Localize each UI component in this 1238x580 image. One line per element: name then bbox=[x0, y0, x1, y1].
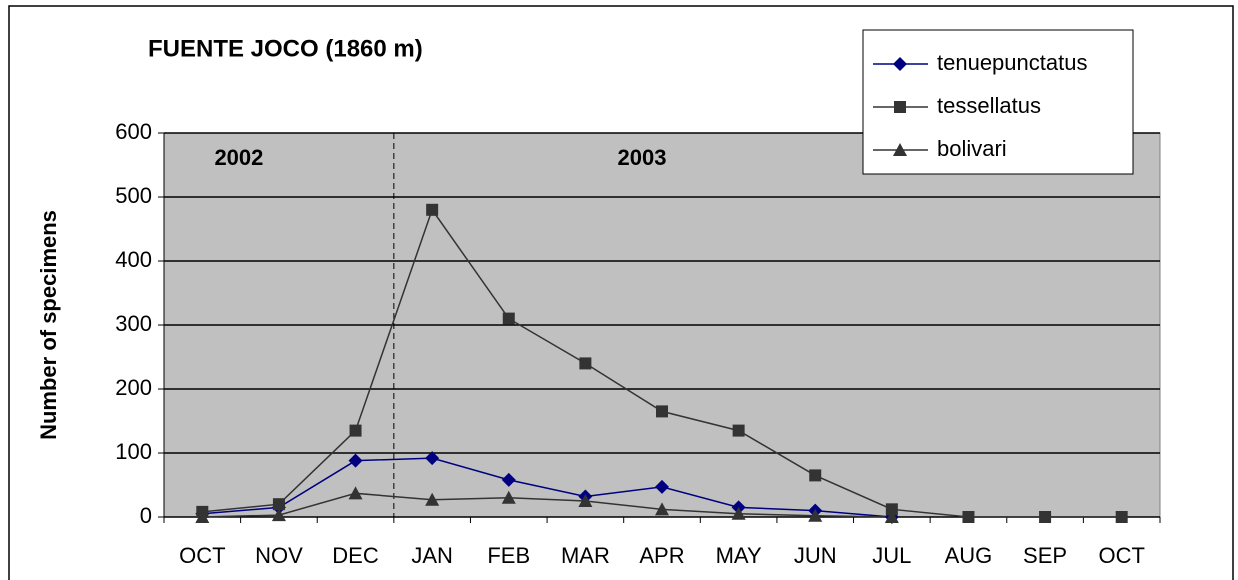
marker bbox=[655, 502, 669, 516]
marker bbox=[894, 101, 906, 113]
marker bbox=[656, 405, 668, 418]
marker bbox=[808, 508, 823, 522]
x-tick-label: MAR bbox=[561, 543, 610, 568]
x-tick-label: OCT bbox=[179, 543, 225, 568]
x-tick-label: JUN bbox=[794, 543, 837, 568]
marker bbox=[426, 203, 439, 216]
marker bbox=[272, 498, 285, 511]
x-tick-label: JUL bbox=[872, 543, 911, 568]
y-tick-label: 200 bbox=[115, 375, 152, 400]
marker bbox=[348, 453, 363, 468]
marker bbox=[271, 508, 286, 522]
marker bbox=[893, 143, 907, 156]
marker bbox=[732, 424, 745, 437]
y-tick-label: 600 bbox=[115, 119, 152, 144]
year-label: 2002 bbox=[214, 145, 263, 170]
y-tick-label: 100 bbox=[115, 439, 152, 464]
x-tick-label: FEB bbox=[487, 543, 530, 568]
x-tick-label: OCT bbox=[1098, 543, 1144, 568]
marker bbox=[195, 510, 210, 523]
marker bbox=[885, 503, 898, 516]
x-tick-label: SEP bbox=[1023, 543, 1067, 568]
year-label: 2003 bbox=[618, 145, 667, 170]
marker bbox=[502, 312, 515, 325]
marker bbox=[655, 479, 669, 494]
series-line bbox=[202, 457, 892, 518]
marker bbox=[501, 472, 516, 487]
y-tick-label: 500 bbox=[115, 183, 152, 208]
y-tick-label: 400 bbox=[115, 247, 152, 272]
marker bbox=[579, 357, 592, 370]
marker bbox=[501, 490, 516, 504]
y-tick-label: 0 bbox=[140, 503, 152, 528]
marker bbox=[348, 486, 363, 500]
marker bbox=[731, 506, 746, 520]
x-tick-label: JAN bbox=[411, 543, 453, 568]
legend-label: tessellatus bbox=[937, 93, 1041, 118]
x-tick-label: NOV bbox=[255, 543, 303, 568]
x-tick-label: MAY bbox=[716, 543, 762, 568]
x-tick-label: APR bbox=[639, 543, 684, 568]
marker bbox=[809, 469, 822, 482]
y-axis-label: Number of specimens bbox=[36, 210, 61, 440]
marker bbox=[884, 510, 899, 523]
marker bbox=[425, 451, 440, 466]
x-tick-label: DEC bbox=[332, 543, 379, 568]
marker bbox=[349, 424, 362, 437]
series-line bbox=[202, 492, 892, 518]
marker bbox=[1039, 511, 1052, 523]
x-tick-label: AUG bbox=[945, 543, 993, 568]
y-tick-label: 300 bbox=[115, 311, 152, 336]
marker bbox=[893, 57, 907, 71]
legend-label: tenuepunctatus bbox=[937, 50, 1087, 75]
marker bbox=[962, 511, 975, 523]
marker bbox=[578, 494, 593, 507]
marker bbox=[1115, 511, 1128, 523]
marker bbox=[425, 492, 440, 506]
chart-title: FUENTE JOCO (1860 m) bbox=[148, 35, 423, 62]
legend-label: bolivari bbox=[937, 136, 1007, 161]
